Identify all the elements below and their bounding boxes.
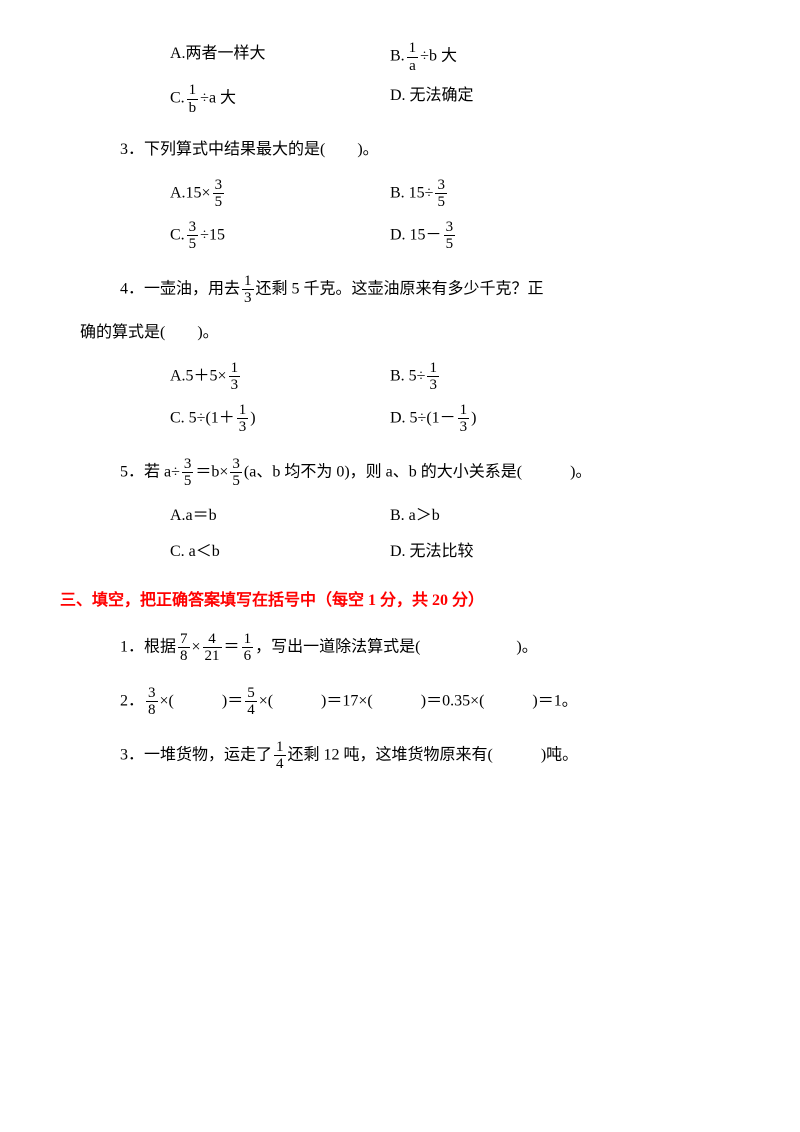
q3-option-d: D. 15－35	[390, 219, 610, 253]
q5-option-b: B. a＞b	[390, 502, 610, 531]
q4-option-b: B. 5÷13	[390, 360, 610, 394]
question-3: 3．下列算式中结果最大的是( )。 A.15×35 B. 15÷35 C.35÷…	[100, 136, 740, 253]
q2c-frac: 1b	[187, 82, 199, 116]
q2c-post: ÷a 大	[200, 90, 236, 107]
question-4: 4．一壶油，用去13还剩 5 千克。这壶油原来有多少千克？正 确的算式是( )。…	[100, 273, 740, 436]
q5-row1: A.a＝b B. a＞b	[170, 502, 740, 531]
q3-row1: A.15×35 B. 15÷35	[170, 177, 740, 211]
q3-text: 3．下列算式中结果最大的是( )。	[120, 136, 740, 165]
s3q3-text: 3．一堆货物，运走了14还剩 12 吨，这堆货物原来有( )吨。	[120, 739, 740, 773]
q2-option-c: C.1b÷a 大	[170, 82, 390, 116]
q5-option-c: C. a＜b	[170, 538, 390, 567]
q3-option-a: A.15×35	[170, 177, 390, 211]
s3q1-text: 1．根据78×421＝16，写出一道除法算式是( )。	[120, 631, 740, 665]
q3-option-c: C.35÷15	[170, 219, 390, 253]
q5-option-d: D. 无法比较	[390, 538, 610, 567]
q4-option-a: A.5＋5×13	[170, 360, 390, 394]
q4-text: 4．一壶油，用去13还剩 5 千克。这壶油原来有多少千克？正	[120, 273, 740, 307]
q5-option-a: A.a＝b	[170, 502, 390, 531]
q3-option-b: B. 15÷35	[390, 177, 610, 211]
s3-question-2: 2．38×( )＝54×( )＝17×( )＝0.35×( )＝1。	[100, 685, 740, 719]
q5-row2: C. a＜b D. 无法比较	[170, 538, 740, 567]
q2b-frac: 1a	[407, 40, 419, 74]
q2-row2: C.1b÷a 大 D. 无法确定	[170, 82, 740, 116]
section-3-header: 三、填空，把正确答案填写在括号中（每空 1 分，共 20 分）	[60, 587, 740, 616]
q4-text-line2: 确的算式是( )。	[80, 319, 740, 348]
q4-row2: C. 5÷(1＋13) D. 5÷(1－13)	[170, 402, 740, 436]
q4-option-d: D. 5÷(1－13)	[390, 402, 610, 436]
q3-row2: C.35÷15 D. 15－35	[170, 219, 740, 253]
q4-row1: A.5＋5×13 B. 5÷13	[170, 360, 740, 394]
q2-option-d: D. 无法确定	[390, 82, 610, 116]
q2c-pre: C.	[170, 90, 185, 107]
question-2-options: A.两者一样大 B.1a÷b 大 C.1b÷a 大 D. 无法确定	[100, 40, 740, 116]
q2-option-a: A.两者一样大	[170, 40, 390, 74]
s3-question-3: 3．一堆货物，运走了14还剩 12 吨，这堆货物原来有( )吨。	[100, 739, 740, 773]
q5-text: 5．若 a÷35＝b×35(a、b 均不为 0)，则 a、b 的大小关系是( )…	[120, 456, 740, 490]
s3-question-1: 1．根据78×421＝16，写出一道除法算式是( )。	[100, 631, 740, 665]
s3q2-text: 2．38×( )＝54×( )＝17×( )＝0.35×( )＝1。	[120, 685, 740, 719]
q2-option-b: B.1a÷b 大	[390, 40, 610, 74]
question-5: 5．若 a÷35＝b×35(a、b 均不为 0)，则 a、b 的大小关系是( )…	[100, 456, 740, 568]
q2-row1: A.两者一样大 B.1a÷b 大	[170, 40, 740, 74]
q4-option-c: C. 5÷(1＋13)	[170, 402, 390, 436]
q2b-pre: B.	[390, 48, 405, 65]
q2b-post: ÷b 大	[420, 48, 457, 65]
